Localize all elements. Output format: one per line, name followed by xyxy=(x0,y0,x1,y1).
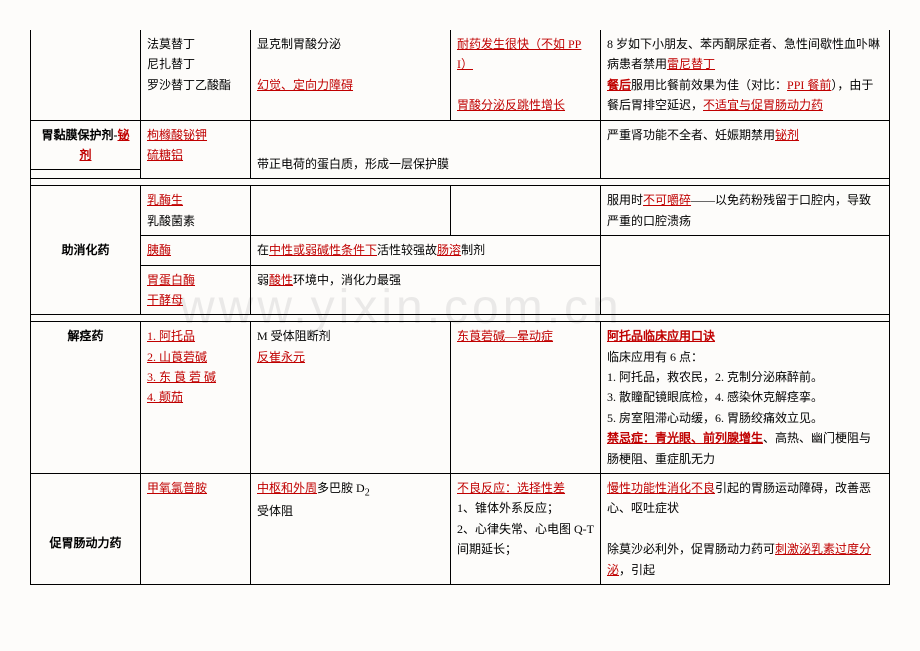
text: 受体阻 xyxy=(257,504,293,518)
text: 服用时 xyxy=(607,193,643,207)
highlight: 甲氧氯普胺 xyxy=(147,481,207,495)
cell: 严重肾功能不全者、妊娠期禁用铋剂 xyxy=(601,120,890,179)
text: 3. 散瞳配镜眼底检，4. 感染休克解痉挛。 xyxy=(607,390,823,404)
text: 1. 阿托品，救农民，2. 克制分泌麻醉前。 xyxy=(607,370,823,384)
highlight: 4. 颠茄 xyxy=(147,390,183,404)
text: 弱 xyxy=(257,273,269,287)
text: 多巴胺 D xyxy=(317,481,365,495)
cell: 显克制胃酸分泌 幻觉、定向力障碍 xyxy=(251,30,451,120)
cell xyxy=(31,30,141,120)
cell: 解痉药 xyxy=(31,322,141,474)
highlight: 慢性功能性消化不良 xyxy=(607,481,715,495)
cell: 胃蛋白酶 干酵母 xyxy=(141,265,251,315)
cell: 耐药发生很快（不如 PPI） 胃酸分泌反跳性增长 xyxy=(451,30,601,120)
highlight: 东莨菪碱—晕动症 xyxy=(457,329,553,343)
highlight: 胃蛋白酶 xyxy=(147,273,195,287)
cell: 中枢和外周多巴胺 D2 受体阻 xyxy=(251,474,451,585)
drug-table: 法莫替丁 尼扎替丁 罗沙替丁乙酸酯 显克制胃酸分泌 幻觉、定向力障碍 耐药发生很… xyxy=(30,30,890,585)
text: 制剂 xyxy=(461,243,485,257)
cell xyxy=(31,474,141,529)
table-row: 甲氧氯普胺 中枢和外周多巴胺 D2 受体阻 不良反应：选择性差 1、锥体外系反应… xyxy=(31,474,890,529)
highlight: PPI 餐前 xyxy=(787,78,831,92)
text: 临床应用有 6 点： xyxy=(607,350,703,364)
cell xyxy=(31,179,890,186)
text: 服用比餐前效果为佳（对比： xyxy=(631,78,787,92)
cell: 1. 阿托品 2. 山莨菪碱 3. 东 莨 菪 碱 4. 颠茄 xyxy=(141,322,251,474)
highlight: 餐后 xyxy=(607,78,631,92)
cell xyxy=(251,186,451,236)
cell: 助消化药 xyxy=(31,186,141,315)
text: 2、心律失常、心电图 Q-T 间期延长； xyxy=(457,522,594,556)
cell xyxy=(31,170,141,179)
text: ，引起 xyxy=(619,563,655,577)
highlight: 胃酸分泌反跳性增长 xyxy=(457,98,565,112)
table-row: 助消化药 乳酶生 乳酸菌素 服用时不可嚼碎——以免药粉残留于口腔内，导致严重的口… xyxy=(31,186,890,236)
highlight: 枸橼酸铋钾 xyxy=(147,128,207,142)
cell: 在中性或弱碱性条件下活性较强故肠溶制剂 xyxy=(251,236,601,265)
table-row: 解痉药 1. 阿托品 2. 山莨菪碱 3. 东 莨 菪 碱 4. 颠茄 M 受体… xyxy=(31,322,890,474)
text: 严重肾功能不全者、妊娠期禁用 xyxy=(607,128,775,142)
highlight: 酸性 xyxy=(269,273,293,287)
cell: 枸橼酸铋钾 硫糖铝 xyxy=(141,120,251,179)
cell: 东莨菪碱—晕动症 xyxy=(451,322,601,474)
text: 带正电荷的蛋白质，形成一层保护膜 xyxy=(257,157,449,171)
text: 1、锥体外系反应； xyxy=(457,501,559,515)
cell: 慢性功能性消化不良引起的胃肠运动障碍，改善恶心、呕吐症状 除莫沙必利外，促胃肠动… xyxy=(601,474,890,585)
text: 环境中，消化力最强 xyxy=(293,273,401,287)
cell: M 受体阻断剂 反崔永元 xyxy=(251,322,451,474)
highlight: 阿托品临床应用口诀 xyxy=(607,329,715,343)
text: 显克制胃酸分泌 xyxy=(257,37,341,51)
cell: 不良反应：选择性差 1、锥体外系反应； 2、心律失常、心电图 Q-T 间期延长； xyxy=(451,474,601,585)
highlight: 中枢和外周 xyxy=(257,481,317,495)
table-row: 胰酶 在中性或弱碱性条件下活性较强故肠溶制剂 xyxy=(31,236,890,265)
spacer-row xyxy=(31,315,890,322)
cell: 胃黏膜保护剂-铋剂 xyxy=(31,120,141,170)
highlight: 铋剂 xyxy=(775,128,799,142)
cell: 法莫替丁 尼扎替丁 罗沙替丁乙酸酯 xyxy=(141,30,251,120)
cell: 带正电荷的蛋白质，形成一层保护膜 xyxy=(251,120,601,179)
cell: 胰酶 xyxy=(141,236,251,265)
text: 5. 房室阻滞心动缓，6. 胃肠绞痛效立见。 xyxy=(607,411,823,425)
highlight: 雷尼替丁 xyxy=(667,57,715,71)
highlight: 3. 东 莨 菪 碱 xyxy=(147,370,216,384)
highlight: 幻觉、定向力障碍 xyxy=(257,78,353,92)
text: 胃黏膜保护剂- xyxy=(41,128,117,142)
highlight: 中性或弱碱性条件下 xyxy=(269,243,377,257)
highlight: 干酵母 xyxy=(147,293,183,307)
text: 活性较强故 xyxy=(377,243,437,257)
spacer-row xyxy=(31,179,890,186)
cell: 促胃肠动力药 xyxy=(31,529,141,584)
text: 8 岁如下小朋友、苯丙酮尿症者、急性间歇性血卟啉病患者禁用 xyxy=(607,37,880,71)
highlight: 耐药发生很快（不如 PPI） xyxy=(457,37,581,71)
table-row: 胃黏膜保护剂-铋剂 枸橼酸铋钾 硫糖铝 带正电荷的蛋白质，形成一层保护膜 严重肾… xyxy=(31,120,890,170)
highlight: 不适宜与促胃肠动力药 xyxy=(703,98,823,112)
table-row: 法莫替丁 尼扎替丁 罗沙替丁乙酸酯 显克制胃酸分泌 幻觉、定向力障碍 耐药发生很… xyxy=(31,30,890,120)
highlight: 硫糖铝 xyxy=(147,148,183,162)
cell: 甲氧氯普胺 xyxy=(141,474,251,529)
highlight: 胰酶 xyxy=(147,243,171,257)
highlight: 肠溶 xyxy=(437,243,461,257)
highlight: 不可嚼碎 xyxy=(643,193,691,207)
highlight: 乳酶生 xyxy=(147,193,183,207)
cell: 8 岁如下小朋友、苯丙酮尿症者、急性间歇性血卟啉病患者禁用雷尼替丁 餐后服用比餐… xyxy=(601,30,890,120)
highlight: 反崔永元 xyxy=(257,350,305,364)
highlight: 不良反应：选择性差 xyxy=(457,481,565,495)
cell: 阿托品临床应用口诀 临床应用有 6 点： 1. 阿托品，救农民，2. 克制分泌麻… xyxy=(601,322,890,474)
table-row: 胃蛋白酶 干酵母 弱酸性环境中，消化力最强 xyxy=(31,265,890,315)
text: M 受体阻断剂 xyxy=(257,329,331,343)
cell: 弱酸性环境中，消化力最强 xyxy=(251,265,601,315)
text: 除莫沙必利外，促胃肠动力药可 xyxy=(607,542,775,556)
cell xyxy=(451,186,601,236)
cell xyxy=(601,236,890,265)
cell: 乳酶生 乳酸菌素 xyxy=(141,186,251,236)
text: 乳酸菌素 xyxy=(147,214,195,228)
highlight: 1. 阿托品 xyxy=(147,329,195,343)
highlight: 2. 山莨菪碱 xyxy=(147,350,207,364)
cell xyxy=(601,265,890,315)
text: 在 xyxy=(257,243,269,257)
cell: 服用时不可嚼碎——以免药粉残留于口腔内，导致严重的口腔溃疡 xyxy=(601,186,890,236)
cell xyxy=(31,315,890,322)
cell xyxy=(141,529,251,584)
highlight: 禁忌症：青光眼、前列腺增生 xyxy=(607,431,763,445)
